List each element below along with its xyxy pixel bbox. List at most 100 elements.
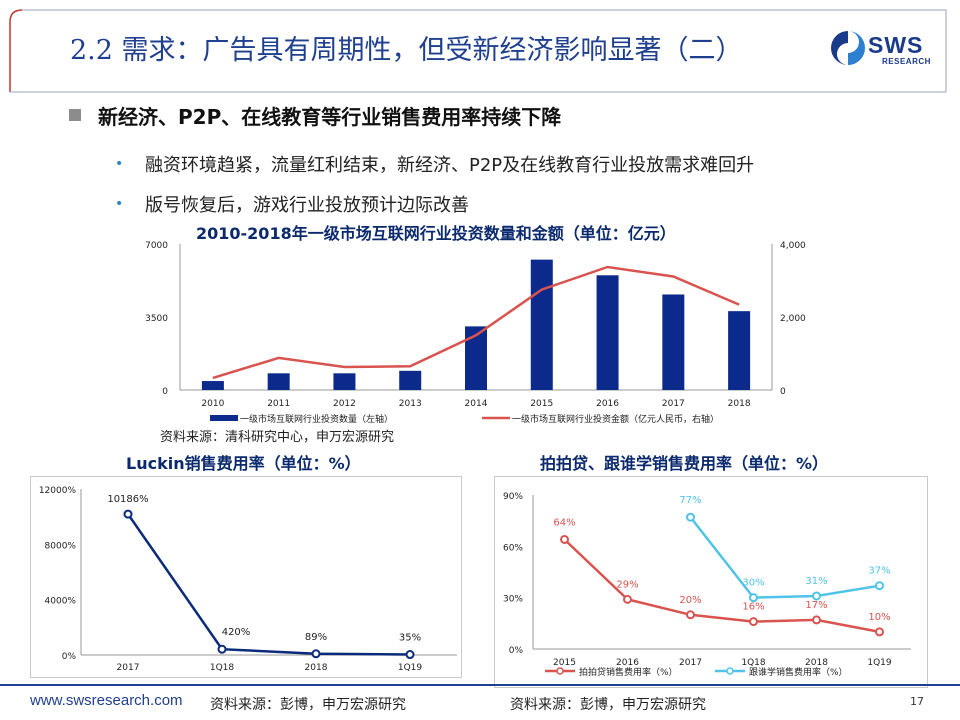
footer-url[interactable]: www.swsresearch.com bbox=[30, 692, 183, 709]
chart2-data-label: 35% bbox=[399, 633, 421, 644]
chart3-point bbox=[686, 512, 695, 522]
chart1-source: 资料来源：清科研究中心，申万宏源研究 bbox=[160, 430, 395, 445]
chart2-title: Luckin销售费用率（单位：%） bbox=[126, 454, 361, 473]
chart1-bar bbox=[201, 381, 224, 390]
chart2-source: 资料来源：彭博，申万宏源研究 bbox=[210, 697, 406, 713]
page-number: 17 bbox=[910, 695, 924, 708]
chart1-x-tick: 2011 bbox=[267, 399, 290, 409]
chart1-legend-bar-swatch bbox=[210, 415, 238, 421]
chart2-point bbox=[311, 649, 321, 659]
chart3-data-label: 17% bbox=[805, 600, 827, 611]
chart3-legend-ppdai-label: 拍拍贷销售费用率（%） bbox=[579, 666, 678, 678]
chart3-line-gsx bbox=[689, 516, 880, 599]
chart1-legend-bar-label: 一级市场互联网行业投资数量（左轴） bbox=[240, 413, 393, 425]
chart3-line-ppdai bbox=[563, 538, 880, 634]
chart1-x-tick: 2013 bbox=[399, 399, 422, 409]
bullet-item: 融资环境趋紧，流量红利结束，新经济、P2P及在线教育行业投放需求难回升 bbox=[145, 155, 755, 176]
chart3-y-tick: 60% bbox=[503, 543, 523, 553]
sws-logo-icon bbox=[830, 30, 865, 65]
chart1-x-tick: 2010 bbox=[201, 399, 224, 409]
chart3-data-label: 30% bbox=[742, 578, 764, 589]
chart2-y-tick: 4000% bbox=[45, 597, 77, 607]
chart1-investment-bar-line: 7000 3500 0 4,000 2,000 0 2010 2011 2012 2013 2014… bbox=[145, 241, 806, 425]
chart3-ppdai-gsx-line: 90% 60% 30% 0% 2015 2016 2017 1Q18 2018 1Q19 64% 29… bbox=[494, 476, 928, 688]
chart3-x-tick: 2017 bbox=[679, 658, 702, 668]
chart2-data-label: 420% bbox=[222, 627, 251, 638]
chart1-x-tick: 2016 bbox=[596, 399, 619, 409]
chart3-point bbox=[749, 617, 758, 627]
chart3-legend-ppdai-marker bbox=[556, 667, 564, 675]
chart1-x-tick: 2012 bbox=[333, 399, 356, 409]
section-heading: 新经济、P2P、在线教育等行业销售费用率持续下降 bbox=[98, 105, 562, 129]
chart2-x-tick: 2017 bbox=[117, 663, 140, 673]
chart3-y-tick: 0% bbox=[509, 646, 524, 656]
chart1-x-tick: 2014 bbox=[465, 399, 488, 409]
chart1-right-tick: 4,000 bbox=[780, 241, 806, 251]
chart1-left-tick: 7000 bbox=[145, 241, 168, 251]
chart1-legend-line-label: 一级市场互联网行业投资金额（亿元人民币，右轴） bbox=[512, 413, 719, 425]
chart3-point bbox=[686, 610, 695, 620]
chart1-bar bbox=[267, 373, 290, 390]
chart3-title: 拍拍贷、跟谁学销售费用率（单位：%） bbox=[540, 454, 829, 473]
chart3-data-label: 77% bbox=[679, 495, 701, 506]
chart1-left-tick: 0 bbox=[162, 387, 168, 397]
chart1-x-tick: 2017 bbox=[662, 399, 685, 409]
chart1-line bbox=[212, 265, 740, 380]
chart3-data-label: 20% bbox=[679, 595, 701, 606]
chart2-x-tick: 2018 bbox=[305, 663, 328, 673]
chart1-bar bbox=[333, 373, 356, 390]
chart2-data-label: 10186% bbox=[107, 494, 148, 505]
chart3-y-tick: 90% bbox=[503, 492, 523, 502]
chart2-point bbox=[405, 650, 415, 660]
chart1-bar bbox=[596, 275, 619, 390]
chart1-left-tick: 3500 bbox=[145, 314, 168, 324]
bullet-item: 版号恢复后，游戏行业投放预计边际改善 bbox=[145, 195, 469, 216]
chart1-bar bbox=[399, 370, 422, 390]
chart3-data-label: 64% bbox=[553, 517, 575, 528]
chart1-x-tick: 2015 bbox=[530, 399, 553, 409]
chart2-luckin-line: 12000% 8000% 4000% 0% 10186% 2017 420% 1Q18 89% 2… bbox=[30, 476, 462, 678]
chart3-point bbox=[623, 594, 632, 604]
chart3-point bbox=[560, 534, 569, 544]
chart3-data-label: 31% bbox=[805, 576, 827, 587]
chart2-point bbox=[123, 509, 133, 519]
chart2-x-tick: 1Q19 bbox=[398, 663, 423, 673]
logo-text: SWS bbox=[868, 32, 924, 58]
chart1-right-tick: 2,000 bbox=[780, 314, 806, 324]
chart2-point bbox=[217, 644, 227, 654]
chart3-legend-gsx-marker bbox=[726, 667, 734, 675]
chart1-title: 2010-2018年一级市场互联网行业投资数量和金额（单位：亿元） bbox=[196, 224, 676, 243]
bullet-dot-icon: • bbox=[115, 156, 124, 172]
chart1-bar bbox=[728, 311, 751, 390]
chart3-source: 资料来源：彭博，申万宏源研究 bbox=[510, 697, 706, 713]
page-title: 2.2 需求：广告具有周期性，但受新经济影响显著（二） bbox=[70, 35, 743, 66]
chart3-point bbox=[875, 627, 884, 637]
chart2-y-tick: 8000% bbox=[45, 541, 77, 551]
chart3-data-label: 10% bbox=[868, 612, 890, 623]
chart3-x-tick: 1Q19 bbox=[867, 658, 892, 668]
chart3-x-tick: 2018 bbox=[805, 658, 828, 668]
chart3-x-tick: 1Q18 bbox=[741, 658, 766, 668]
chart2-data-label: 89% bbox=[305, 632, 327, 643]
chart2-y-tick: 12000% bbox=[39, 486, 77, 496]
footer-divider bbox=[0, 684, 960, 686]
header-frame bbox=[9, 9, 947, 93]
chart3-data-label: 16% bbox=[742, 602, 764, 613]
chart1-right-tick: 0 bbox=[780, 387, 786, 397]
logo-subtext: RESEARCH bbox=[882, 57, 931, 66]
chart3-data-label: 37% bbox=[868, 566, 890, 577]
chart2-line bbox=[126, 513, 411, 656]
chart3-y-tick: 30% bbox=[503, 595, 523, 605]
chart1-bar bbox=[662, 294, 685, 390]
chart1-bar bbox=[530, 259, 553, 390]
chart2-y-tick: 0% bbox=[62, 652, 77, 662]
chart3-x-tick: 2016 bbox=[616, 658, 639, 668]
chart3-point bbox=[812, 591, 821, 601]
chart3-data-label: 29% bbox=[616, 579, 638, 590]
chart3-point bbox=[812, 615, 821, 625]
chart1-x-tick: 2018 bbox=[728, 399, 751, 409]
chart3-point bbox=[749, 593, 758, 603]
chart1-bar bbox=[465, 326, 487, 390]
chart2-x-tick: 1Q18 bbox=[210, 663, 235, 673]
chart3-point bbox=[875, 581, 884, 591]
